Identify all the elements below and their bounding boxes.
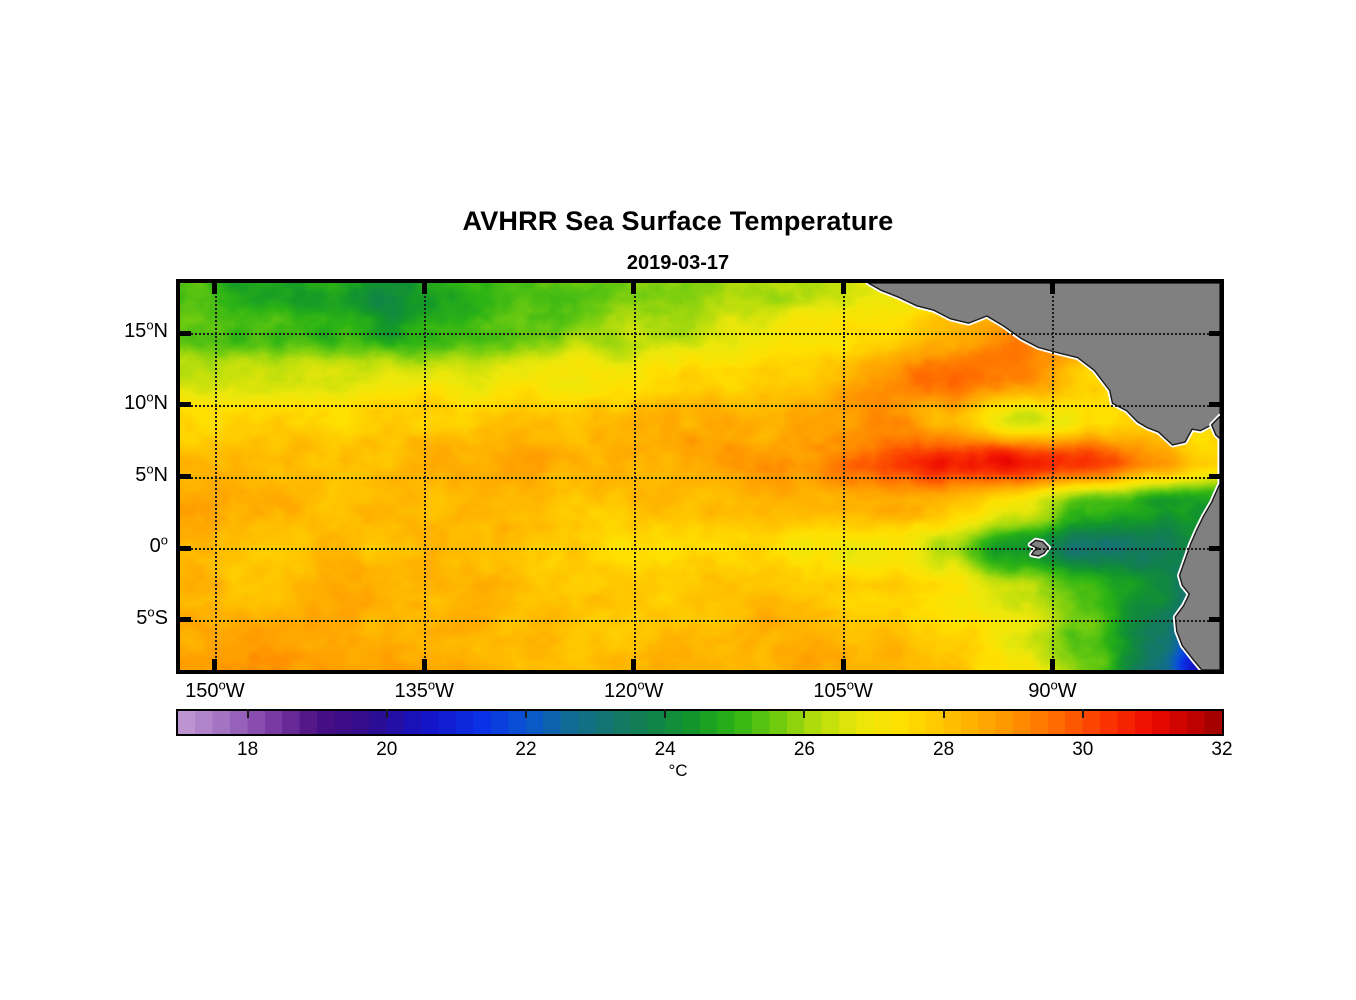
- x-tick-top-1: [421, 283, 427, 294]
- colorbar-tick-label: 30: [1072, 739, 1094, 760]
- sst-heatmap-canvas: [180, 283, 1220, 670]
- colorbar-gradient-canvas: [178, 711, 1222, 734]
- x-tick-bottom-4: [1049, 659, 1055, 670]
- y-tick-left-1: [180, 402, 191, 408]
- x-tick-top-3: [840, 283, 846, 294]
- x-tick-bottom-3: [840, 659, 846, 670]
- y-tick-right-1: [1209, 402, 1220, 408]
- colorbar-tick-26: [803, 709, 806, 718]
- figure-subtitle: 2019-03-17: [626, 252, 730, 274]
- colorbar-tick-20: [385, 709, 388, 718]
- y-tick-right-2: [1209, 474, 1220, 479]
- y-tick-right-3: [1209, 545, 1220, 551]
- y-tick-left-2: [180, 474, 191, 479]
- y-tick-left-4: [180, 617, 191, 623]
- colorbar-tick-18: [246, 709, 249, 718]
- x-axis-tick-label: 90oW: [1028, 677, 1077, 702]
- colorbar-tick-label: 18: [237, 739, 259, 760]
- x-tick-top-0: [212, 283, 218, 294]
- y-axis-tick-label: 15oN: [124, 317, 168, 343]
- x-tick-bottom-0: [212, 659, 218, 670]
- y-tick-right-0: [1209, 330, 1220, 336]
- x-tick-bottom-2: [631, 659, 637, 670]
- page-title: AVHRR Sea Surface Temperature: [462, 206, 894, 236]
- y-axis-tick-label: 0o: [149, 532, 168, 558]
- x-axis-tick-label: 105oW: [813, 677, 873, 702]
- colorbar-tick-28: [942, 709, 945, 718]
- colorbar[interactable]: [176, 709, 1224, 736]
- sst-heatmap-layer: [180, 283, 1220, 670]
- colorbar-unit-label: °C: [668, 761, 688, 780]
- colorbar-tick-label: 26: [793, 739, 815, 760]
- map-axes[interactable]: [176, 279, 1224, 674]
- y-axis-tick-label: 10oN: [124, 389, 168, 414]
- x-tick-top-2: [631, 283, 637, 294]
- colorbar-tick-22: [525, 709, 527, 718]
- y-axis-tick-label: 5oS: [136, 604, 168, 629]
- y-axis-tick-label: 5oN: [135, 460, 168, 486]
- x-tick-top-4: [1049, 283, 1055, 294]
- x-axis-tick-label: 150oW: [185, 677, 245, 702]
- colorbar-tick-label: 24: [654, 739, 676, 760]
- y-tick-left-3: [180, 545, 191, 551]
- colorbar-tick-30: [1081, 709, 1084, 718]
- colorbar-tick-label: 28: [933, 739, 955, 760]
- x-axis-tick-label: 135oW: [394, 677, 455, 702]
- colorbar-tick-24: [664, 709, 667, 718]
- x-axis-tick-label: 120oW: [603, 677, 664, 702]
- colorbar-tick-label: 32: [1211, 739, 1233, 760]
- y-tick-right-4: [1209, 617, 1220, 623]
- colorbar-tick-label: 22: [515, 739, 537, 760]
- colorbar-tick-label: 20: [376, 739, 398, 760]
- y-tick-left-0: [180, 330, 191, 336]
- x-tick-bottom-1: [421, 659, 427, 670]
